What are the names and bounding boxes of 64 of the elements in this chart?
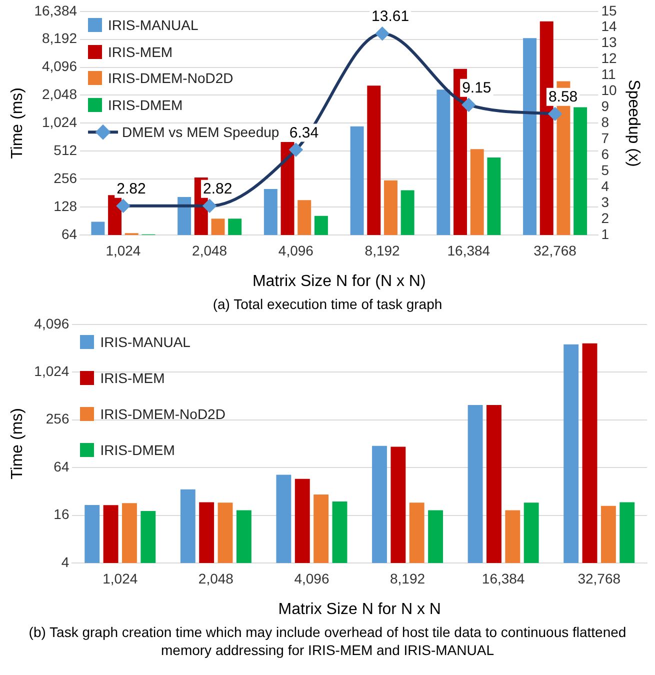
legend-label: IRIS-MANUAL — [100, 334, 190, 350]
y2-axis-title: Speedup (x) — [624, 80, 642, 167]
x-tick-label: 1,024 — [102, 570, 138, 586]
y-tick-label: 64 — [61, 226, 78, 242]
y2-tick-label: 5 — [601, 162, 610, 178]
legend-label: IRIS-MEM — [100, 370, 165, 386]
y-tick-label: 8,192 — [42, 30, 78, 46]
x-axis-title: Matrix Size N for N x N — [278, 600, 441, 618]
x-tick-label: 2,048 — [198, 570, 234, 586]
y-axis-title: Time (ms) — [9, 408, 26, 480]
y-tick-label: 16 — [54, 506, 70, 522]
data-label: 6.34 — [289, 124, 319, 142]
y-tick-label: 4,096 — [42, 58, 78, 74]
x-tick-label: 32,768 — [578, 570, 621, 586]
y2-tick-label: 15 — [601, 2, 618, 18]
legend-label: IRIS-DMEM-NoD2D — [108, 70, 234, 86]
y-tick-label: 64 — [54, 458, 70, 474]
x-tick-label: 32,768 — [534, 242, 577, 258]
y-tick-label: 256 — [54, 170, 78, 186]
y-tick-label: 16,384 — [34, 2, 78, 18]
legend-label: IRIS-DMEM-NoD2D — [100, 406, 226, 422]
y2-tick-label: 1 — [601, 226, 610, 242]
legend-label: IRIS-MANUAL — [108, 16, 198, 33]
legend-label: IRIS-MEM — [108, 44, 173, 60]
text: (a) Total execution time of task graph — [212, 295, 444, 313]
y2-tick-label: 13 — [601, 34, 618, 50]
y2-tick-label: 8 — [601, 114, 610, 130]
y2-tick-label: 2 — [601, 210, 610, 226]
y-tick-label: 4 — [61, 554, 70, 570]
x-tick-label: 2,048 — [192, 242, 228, 258]
y-tick-label: 4,096 — [34, 315, 70, 332]
y2-tick-label: 3 — [601, 194, 610, 210]
y2-tick-label: 10 — [601, 82, 618, 98]
y2-tick-label: 12 — [601, 50, 618, 66]
y-tick-label: 1,024 — [42, 114, 78, 130]
text: (b) Task graph creation time which may include overhead of host tile data to continuous flattened memory addressing for IRIS-MEM and IRIS-MANUAL — [28, 623, 628, 659]
x-tick-label: 8,192 — [390, 570, 426, 586]
data-label: 8.58 — [548, 88, 578, 106]
x-tick-label: 8,192 — [364, 242, 400, 258]
data-label: 2.82 — [202, 180, 232, 198]
x-tick-label: 4,096 — [278, 242, 314, 258]
y2-tick-label: 14 — [601, 18, 618, 34]
y-tick-label: 2,048 — [42, 86, 78, 102]
x-axis-title: Matrix Size N for (N x N) — [252, 272, 426, 290]
x-tick-label: 16,384 — [447, 242, 490, 258]
y-tick-label: 512 — [54, 142, 78, 158]
y2-tick-label: 9 — [601, 98, 610, 114]
y2-tick-label: 4 — [601, 178, 610, 194]
data-label: 13.61 — [372, 8, 410, 26]
y-tick-label: 128 — [54, 198, 78, 214]
y-axis-title: Time (ms) — [9, 88, 26, 159]
y2-tick-label: 7 — [601, 130, 610, 146]
legend-label: DMEM vs MEM Speedup — [122, 124, 280, 140]
data-label: 2.82 — [116, 180, 146, 198]
x-tick-label: 4,096 — [294, 570, 330, 586]
y2-tick-label: 6 — [601, 146, 610, 162]
legend-label: IRIS-DMEM — [100, 442, 175, 458]
y-tick-label: 256 — [46, 410, 70, 427]
y2-tick-label: 11 — [601, 66, 616, 82]
y-tick-label: 1,024 — [34, 362, 70, 379]
x-tick-label: 1,024 — [106, 242, 141, 258]
legend-label: IRIS-DMEM — [108, 97, 183, 114]
x-tick-label: 16,384 — [482, 570, 525, 586]
data-label: 9.15 — [462, 79, 492, 96]
